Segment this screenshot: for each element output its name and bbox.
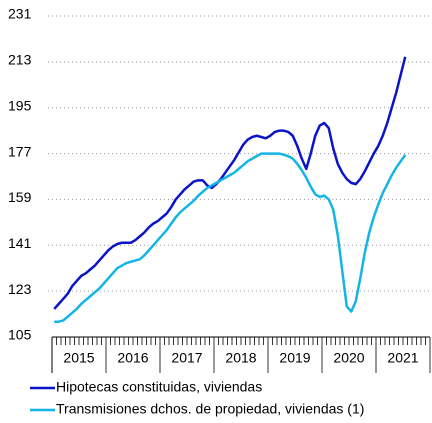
series-line [54, 152, 407, 323]
x-tick-label: 2019 [279, 350, 310, 366]
y-tick-label: 177 [8, 143, 32, 159]
x-tick-label: 2020 [333, 350, 364, 366]
y-tick-label: 105 [8, 327, 32, 343]
legend-label: Transmisiones dchos. de propiedad, vivie… [56, 401, 364, 417]
y-tick-label: 195 [8, 97, 32, 113]
y-tick-label: 123 [8, 281, 32, 297]
series-line [53, 56, 407, 310]
x-tick-label: 2021 [387, 350, 418, 366]
y-tick-label: 213 [8, 52, 32, 68]
legend-label: Hipotecas constituidas, viviendas [56, 379, 262, 395]
x-tick-label: 2015 [63, 350, 94, 366]
x-tick-label: 2017 [171, 350, 202, 366]
x-tick-label: 2018 [225, 350, 256, 366]
x-tick-label: 2016 [117, 350, 148, 366]
y-tick-label: 141 [8, 235, 32, 251]
y-tick-label: 159 [8, 189, 32, 205]
y-tick-label: 231 [8, 6, 32, 22]
